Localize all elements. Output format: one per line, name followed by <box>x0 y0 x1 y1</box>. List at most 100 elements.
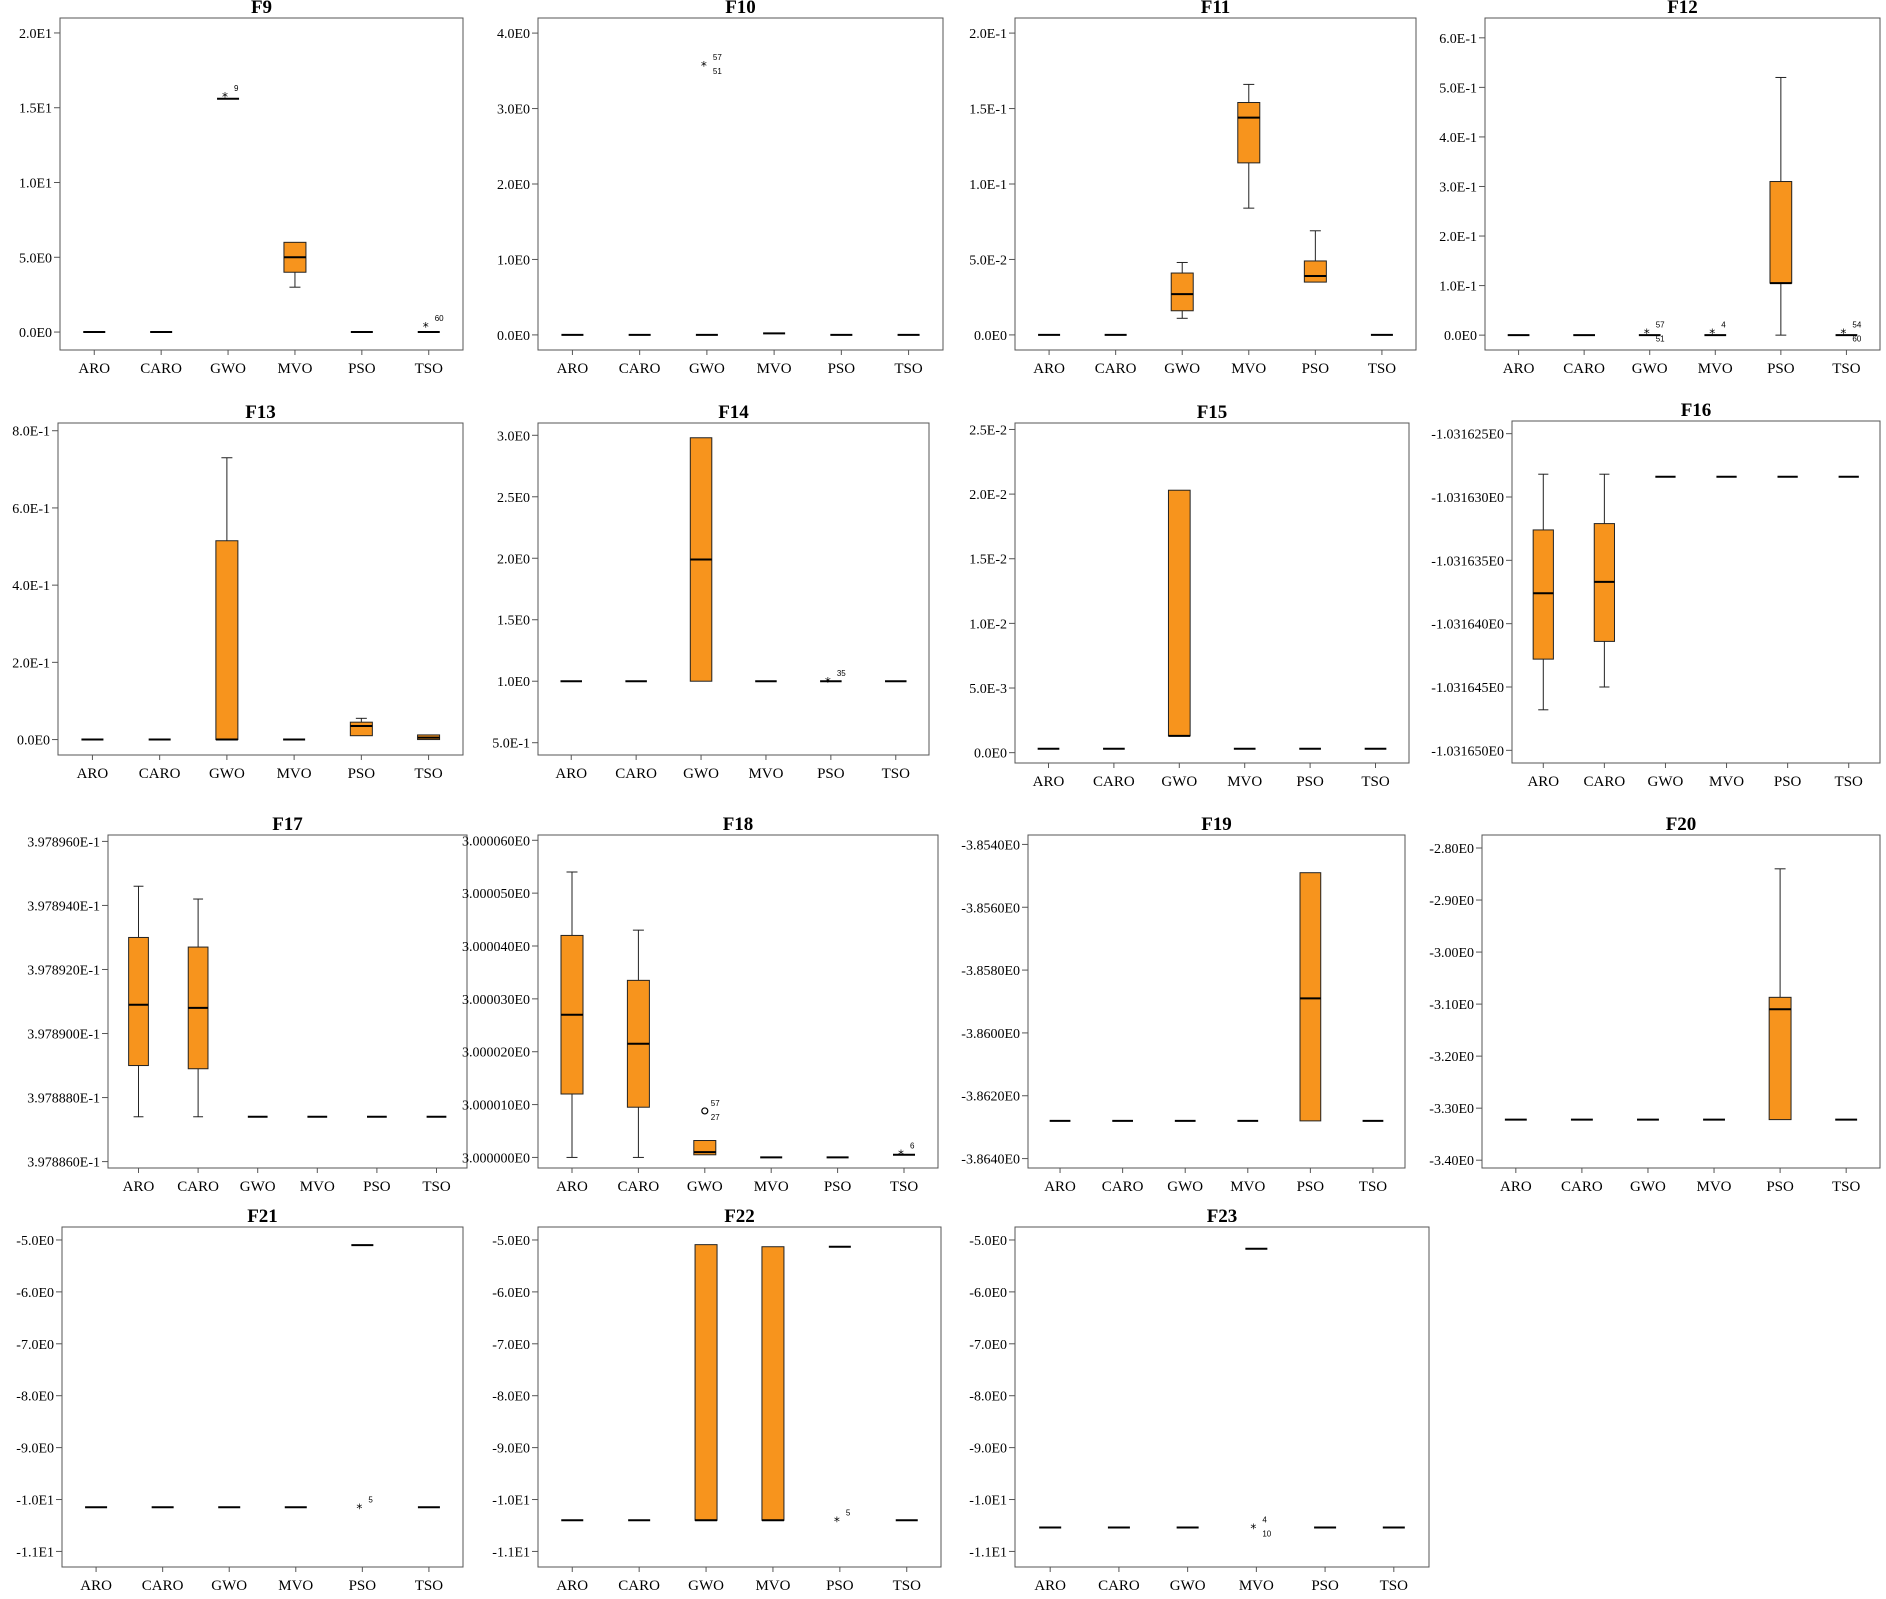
y-tick-label: -9.0E0 <box>16 1442 54 1457</box>
panel-f16: F16 -1.031650E0 -1.031645E0 -1.031640E0 -1.0… <box>1431 400 1880 790</box>
y-tick-label: -9.0E0 <box>492 1442 530 1457</box>
outlier-label: 57 <box>1656 321 1665 330</box>
panel-title: F12 <box>1667 0 1698 18</box>
panel-title: F15 <box>1197 402 1228 423</box>
y-tick-label: -3.00E0 <box>1429 946 1474 961</box>
x-tick-label: ARO <box>1503 361 1535 377</box>
plot-frame <box>1015 423 1409 763</box>
x-tick-label: ARO <box>1034 1578 1066 1594</box>
x-tick-label: ARO <box>78 361 110 377</box>
boxplot-figure: F90.0E05.0E01.0E11.5E12.0E1ARO CARO GWO MVO… <box>0 0 1886 1599</box>
y-tick-label: 2.0E0 <box>497 178 530 193</box>
box-pso <box>1769 869 1791 1120</box>
panel-title: F13 <box>245 402 276 423</box>
x-tick-label: GWO <box>1170 1578 1206 1594</box>
y-tick-label: -7.0E0 <box>492 1338 530 1353</box>
box-gwo <box>694 1141 716 1155</box>
plot-frame <box>1485 18 1880 350</box>
y-tick-label: 0.0E0 <box>17 734 50 749</box>
panel-f13: F13 0.0E0 2.0E-1 4.0E-1 6.0E-1 8.0E-1 ARO CARO G… <box>12 402 463 782</box>
x-tick-label: PSO <box>348 766 376 782</box>
outlier-star: * <box>834 1514 840 1528</box>
x-tick-label: MVO <box>1698 361 1733 377</box>
x-tick-label: TSO <box>415 361 444 377</box>
outlier-label: 51 <box>713 67 722 76</box>
panel-f21: F21 -1.1E1 -1.0E1 -9.0E0 -8.0E0 -7.0E0 -6.0E0 -… <box>16 1206 463 1594</box>
y-tick-label: 1.5E0 <box>497 614 530 629</box>
x-tick-label: GWO <box>1630 1179 1666 1195</box>
y-tick-label: 3.978900E-1 <box>27 1028 100 1043</box>
panel-title: F23 <box>1207 1206 1238 1227</box>
x-tick-label: PSO <box>826 1578 854 1594</box>
x-tick-label: TSO <box>1832 361 1861 377</box>
x-tick-label: CARO <box>142 1578 184 1594</box>
x-tick-label: ARO <box>80 1578 112 1594</box>
iqr-box <box>1304 261 1326 282</box>
box-pso <box>1300 873 1321 1121</box>
y-tick-label: -3.8580E0 <box>961 964 1020 979</box>
panel-f20: F20 -3.40E0 -3.30E0 -3.20E0 -3.10E0 -3.00E0 -2… <box>1429 814 1880 1195</box>
y-tick-label: 1.0E0 <box>497 253 530 268</box>
box-caro <box>1594 474 1614 687</box>
y-tick-label: 2.0E-1 <box>1439 230 1477 245</box>
x-tick-label: ARO <box>556 1578 588 1594</box>
y-tick-label: 3.0E-1 <box>1439 180 1477 195</box>
x-tick-label: CARO <box>619 361 661 377</box>
y-tick-label: -3.10E0 <box>1429 998 1474 1013</box>
outlier-star: * <box>1709 327 1715 341</box>
box-mvo <box>1238 84 1260 208</box>
panel-title: F9 <box>251 0 272 18</box>
x-tick-label: CARO <box>618 1179 660 1195</box>
x-tick-label: ARO <box>557 361 589 377</box>
x-tick-label: CARO <box>1561 1179 1603 1195</box>
y-tick-label: -6.0E0 <box>969 1286 1007 1301</box>
y-tick-label: 1.0E1 <box>19 177 52 192</box>
y-tick-label: -1.1E1 <box>492 1545 530 1560</box>
outlier-label: 4 <box>1262 1516 1267 1525</box>
x-tick-label: TSO <box>1368 361 1397 377</box>
x-tick-label: CARO <box>1098 1578 1140 1594</box>
x-tick-label: GWO <box>240 1179 276 1195</box>
plot-frame <box>538 1227 941 1567</box>
y-tick-label: -3.30E0 <box>1429 1102 1474 1117</box>
y-tick-label: 2.0E0 <box>497 552 530 567</box>
x-tick-label: CARO <box>1563 361 1605 377</box>
y-tick-label: -3.8540E0 <box>961 838 1020 853</box>
y-tick-label: 6.0E-1 <box>1439 32 1477 47</box>
outlier-star: * <box>1840 327 1846 341</box>
y-tick-label: -7.0E0 <box>969 1338 1007 1353</box>
x-tick-label: ARO <box>1527 774 1559 790</box>
y-tick-label: -1.031635E0 <box>1431 554 1504 569</box>
y-tick-label: 8.0E-1 <box>12 425 50 440</box>
y-tick-label: 2.0E-2 <box>969 488 1007 503</box>
x-tick-label: GWO <box>1164 361 1200 377</box>
panel-title: F14 <box>718 402 749 423</box>
y-tick-label: 0.0E0 <box>1444 329 1477 344</box>
plot-frame <box>58 423 463 755</box>
x-tick-label: MVO <box>1709 774 1744 790</box>
box-pso <box>1770 77 1792 335</box>
x-tick-label: CARO <box>140 361 182 377</box>
y-tick-label: 2.5E0 <box>497 491 530 506</box>
iqr-box <box>1168 490 1190 736</box>
y-tick-label: -1.031630E0 <box>1431 491 1504 506</box>
x-tick-label: MVO <box>755 1578 790 1594</box>
x-tick-label: TSO <box>893 1578 922 1594</box>
x-tick-label: CARO <box>618 1578 660 1594</box>
iqr-box <box>350 722 372 736</box>
iqr-box <box>1171 273 1193 311</box>
outlier-label: 5 <box>368 1495 373 1504</box>
x-tick-label: CARO <box>1102 1179 1144 1195</box>
y-tick-label: -6.0E0 <box>492 1286 530 1301</box>
box-aro <box>1533 474 1553 710</box>
outlier-star: * <box>701 59 707 73</box>
x-tick-label: TSO <box>882 766 911 782</box>
outlier-star: * <box>898 1148 904 1162</box>
y-tick-label: 1.0E-1 <box>1439 280 1477 295</box>
y-tick-label: 3.000040E0 <box>462 940 530 955</box>
x-tick-label: ARO <box>77 766 109 782</box>
y-tick-label: -5.0E0 <box>16 1234 54 1249</box>
x-tick-label: ARO <box>1044 1179 1076 1195</box>
x-tick-label: MVO <box>1227 774 1262 790</box>
y-tick-label: 0.0E0 <box>19 326 52 341</box>
